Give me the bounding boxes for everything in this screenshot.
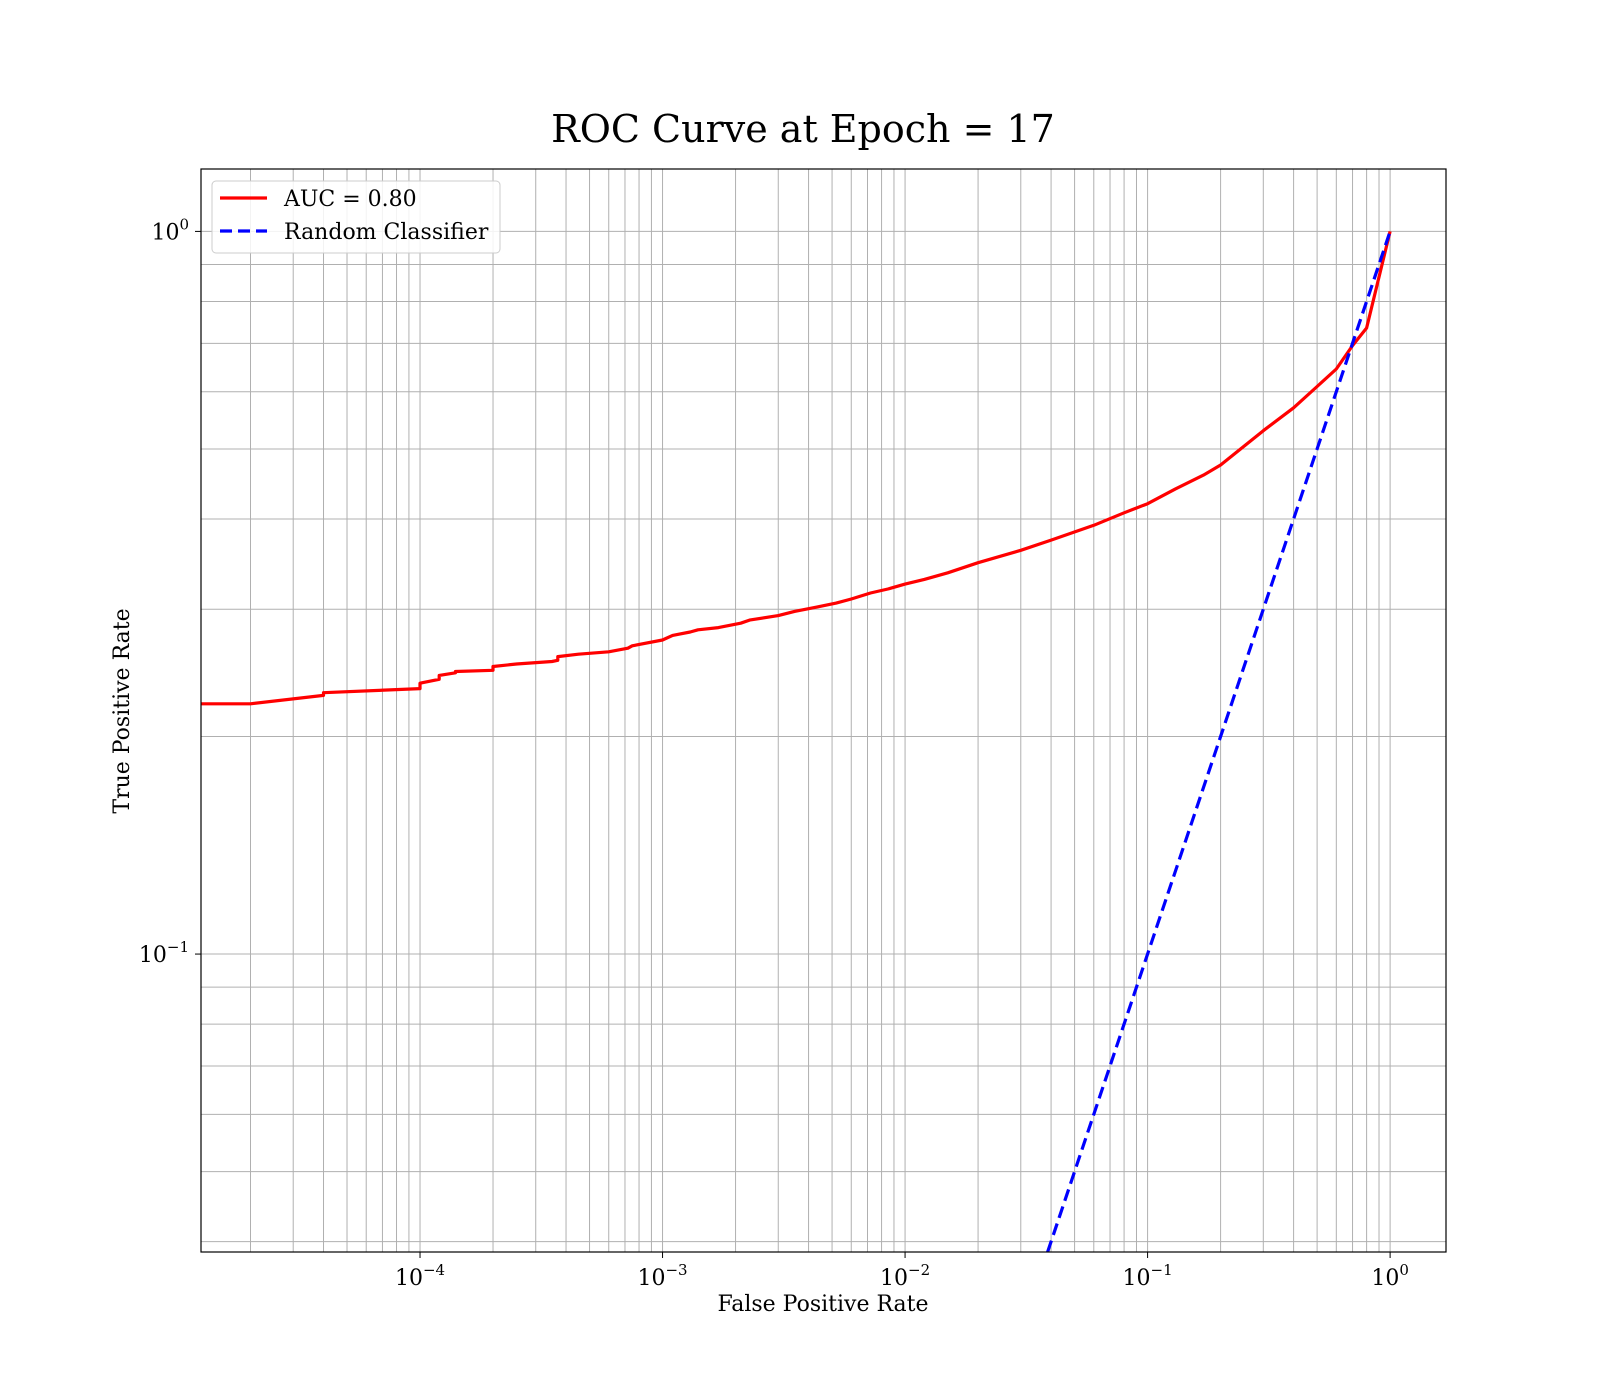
legend-label: AUC = 0.80	[283, 187, 417, 212]
legend-label: Random Classifier	[284, 220, 489, 245]
y-tick-label: 10−1	[139, 938, 189, 968]
x-tick-label: 100	[1371, 1261, 1409, 1291]
plot-frame	[200, 168, 1447, 1253]
x-tick-label: 10−2	[880, 1261, 930, 1291]
legend: AUC = 0.80 Random Classifier	[211, 180, 501, 254]
legend-box	[211, 180, 501, 254]
y-tick-label: 100	[151, 215, 189, 245]
x-tick-label: 10−4	[395, 1261, 445, 1291]
x-tick-label: 10−3	[637, 1261, 687, 1291]
series-layer	[201, 230, 1392, 1252]
x-tick-label: 10−1	[1123, 1261, 1173, 1291]
series-line-roc	[201, 231, 1392, 706]
y-axis-label: True Positive Rate	[110, 608, 135, 813]
x-axis-label: False Positive Rate	[717, 1292, 928, 1317]
chart-title: ROC Curve at Epoch = 17	[551, 107, 1055, 151]
ticks: 10−4 10−3 10−2 10−1 100 10−1 100	[139, 215, 1409, 1291]
grid	[201, 169, 1446, 1252]
